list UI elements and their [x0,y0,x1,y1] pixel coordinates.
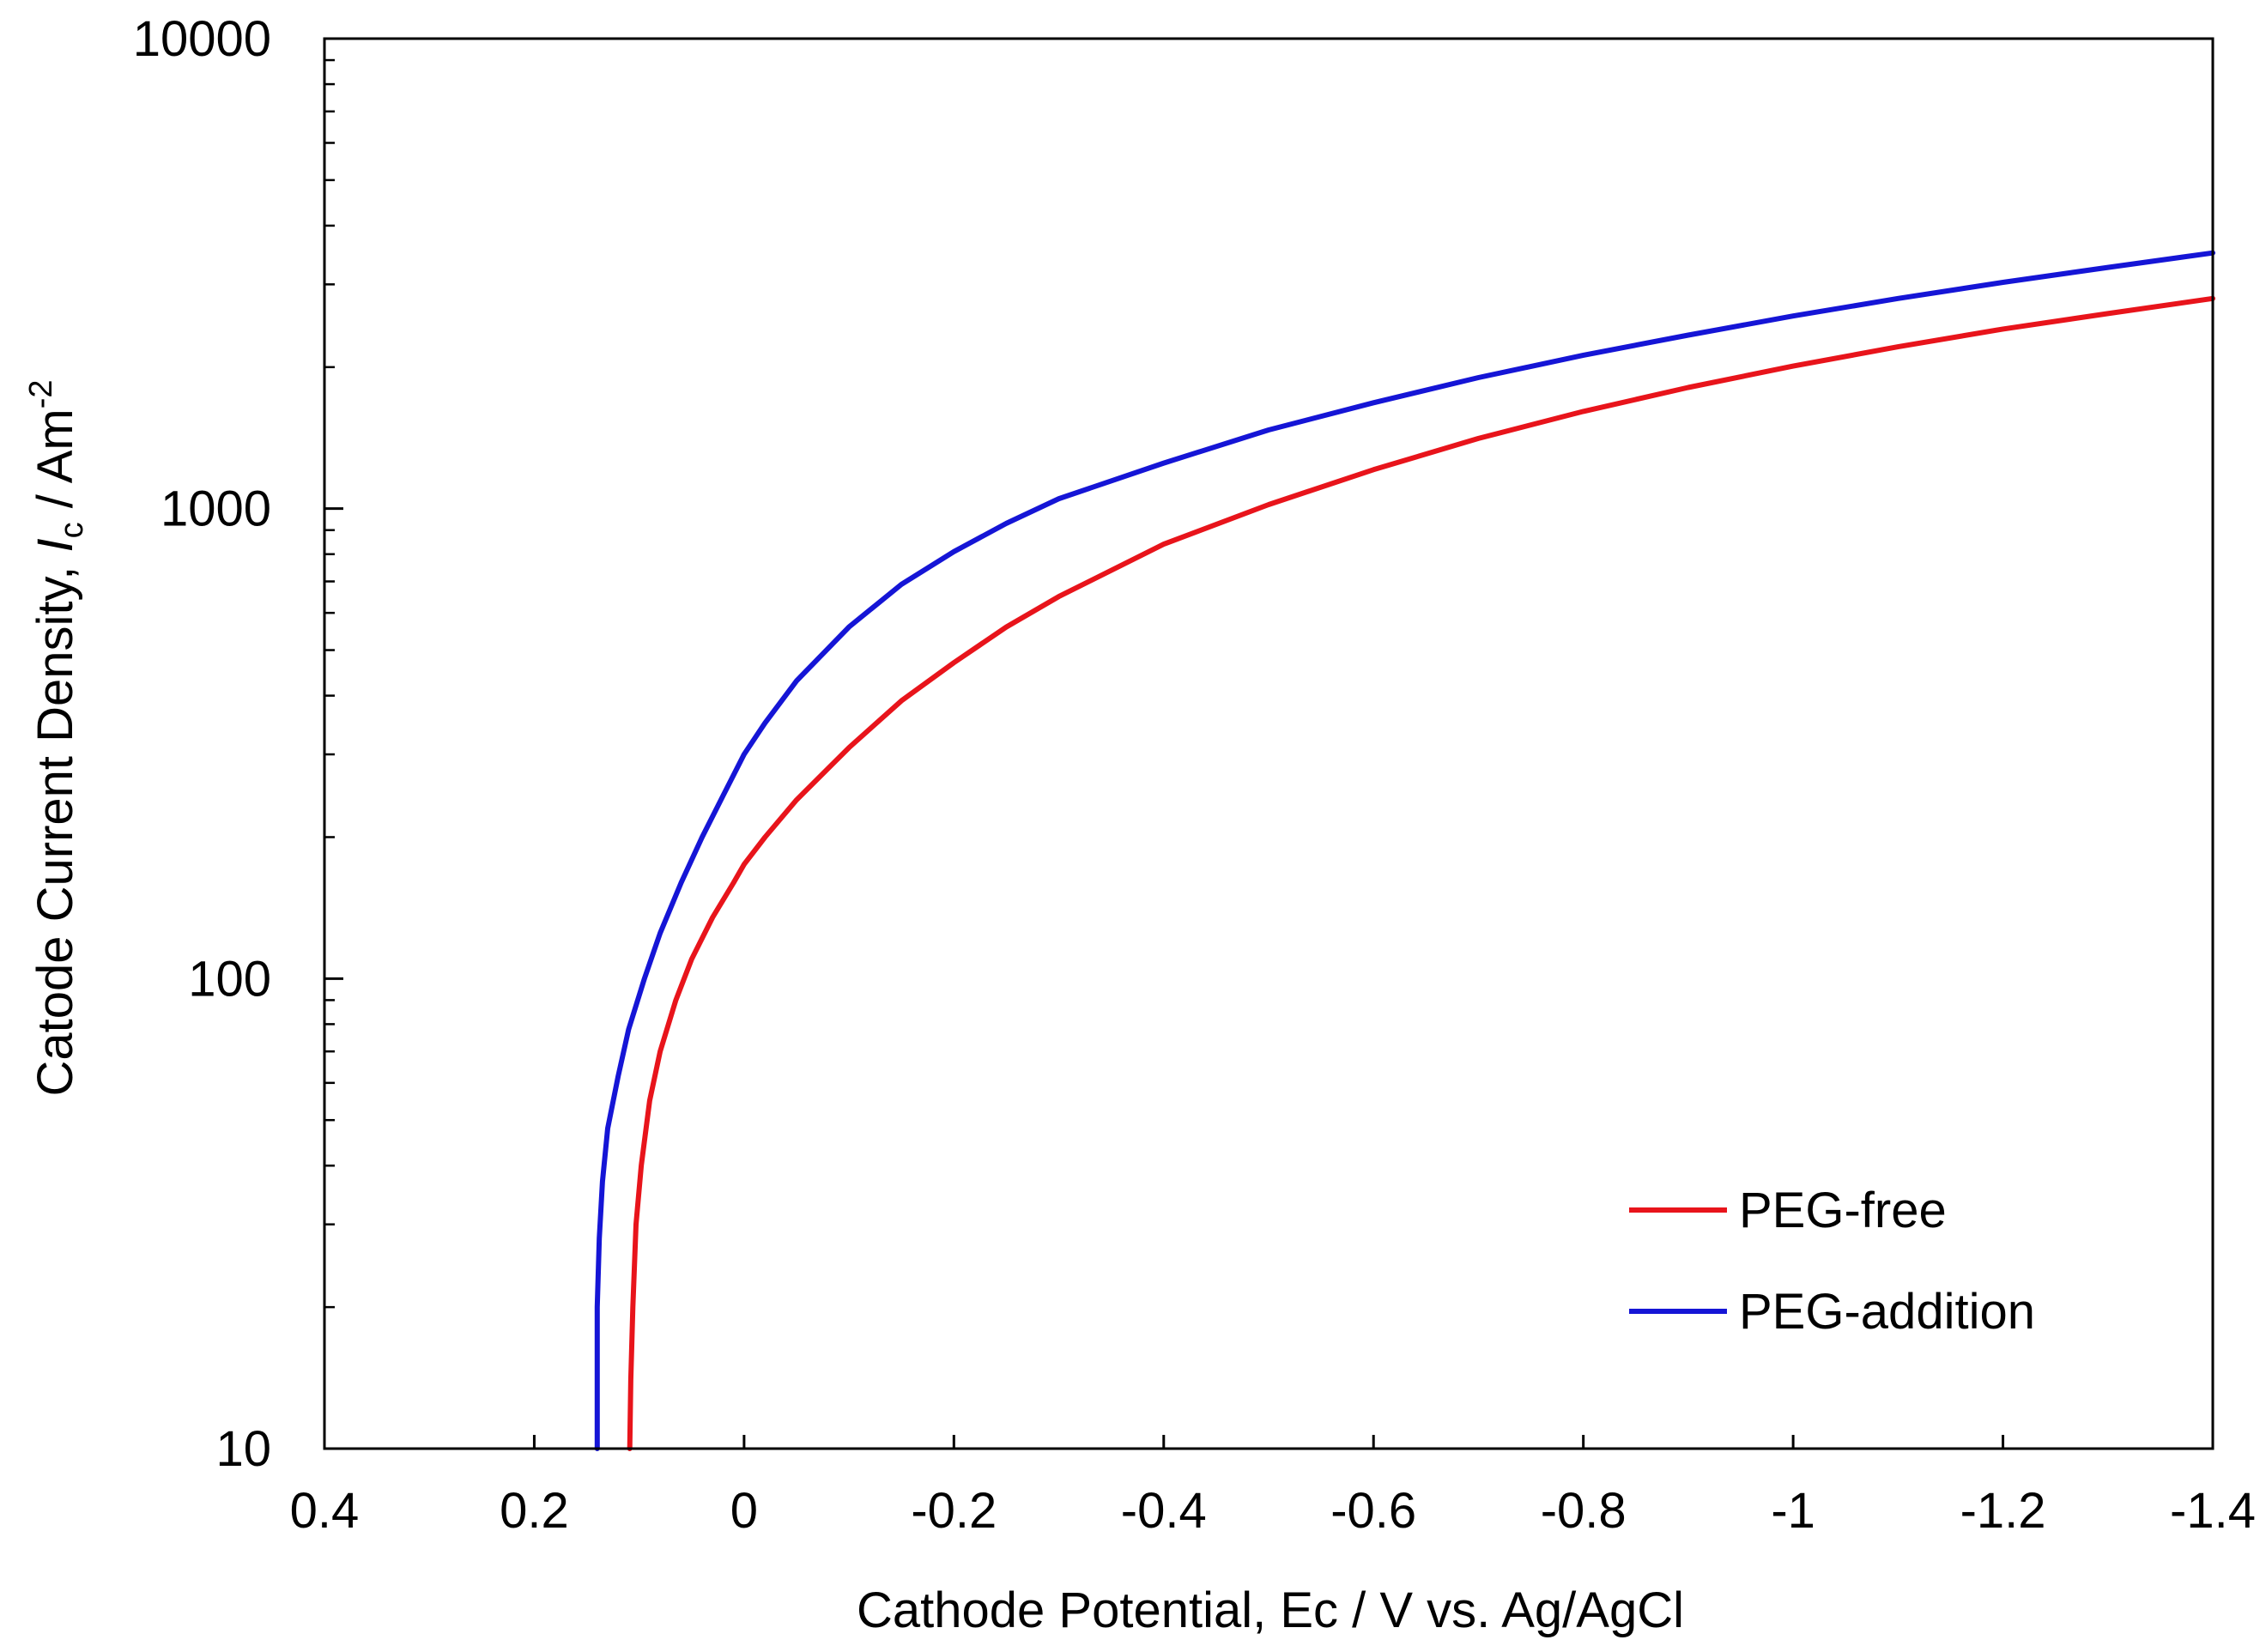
y-axis-title-symbol: I [27,538,83,552]
x-tick-label: -0.2 [911,1483,997,1539]
legend-label-peg-free: PEG-free [1739,1183,1947,1238]
x-tick-label: -0.6 [1330,1483,1416,1539]
x-tick-label: -0.4 [1121,1483,1207,1539]
legend-label-peg-addition: PEG-addition [1739,1284,2035,1340]
legend: PEG-free PEG-addition [1629,1183,2035,1340]
y-axis-title-prefix: Catode Current Density, [27,553,83,1097]
y-tick-label: 10000 [133,11,271,67]
x-tick-label: 0.4 [290,1483,360,1539]
series-line-peg-free [627,295,2215,1451]
x-tick-label: 0.2 [500,1483,569,1539]
x-tick-label: -0.8 [1541,1483,1627,1539]
y-tick-label: 100 [188,951,271,1007]
y-axis-title-symbol-subscript: c [54,522,90,538]
x-tick-label: -1.4 [2170,1483,2256,1539]
y-axis-title-unit: / Am [27,408,83,522]
series-lines [594,250,2215,1451]
y-tick-label: 10 [215,1421,271,1477]
plot-frame [323,37,2214,1450]
y-axis-title: Catode Current Density, Ic / Am-2 [23,379,90,1096]
y-tick-label: 1000 [161,481,271,537]
x-tick-label: -1.2 [1960,1483,2046,1539]
series-line-peg-addition [594,250,2215,1451]
x-axis-tick-labels: 0.4 0.2 0 -0.2 -0.4 -0.6 -0.8 -1 -1.2 -1.4 [290,1483,2256,1539]
y-axis-tick-labels: 10 100 1000 10000 [133,11,271,1477]
y-axis-title-unit-superscript: -2 [23,379,59,408]
x-tick-label: 0 [730,1483,758,1539]
x-tick-label: -1 [1771,1483,1815,1539]
x-axis-title: Cathode Potential, Ec / V vs. Ag/AgCl [857,1582,1684,1638]
